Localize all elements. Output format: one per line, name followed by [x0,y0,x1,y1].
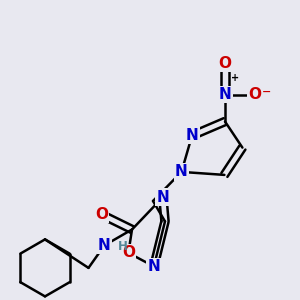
Text: O: O [248,87,261,102]
Text: N: N [98,238,111,253]
Text: N: N [148,259,160,274]
Text: O: O [95,207,108,222]
Text: N: N [157,190,169,205]
Text: H: H [118,240,127,254]
Text: O: O [122,245,135,260]
Text: N: N [186,128,198,143]
Text: +: + [230,73,239,83]
Text: O: O [218,56,232,71]
Text: N: N [175,164,188,179]
Text: N: N [219,87,231,102]
Text: −: − [262,87,271,97]
